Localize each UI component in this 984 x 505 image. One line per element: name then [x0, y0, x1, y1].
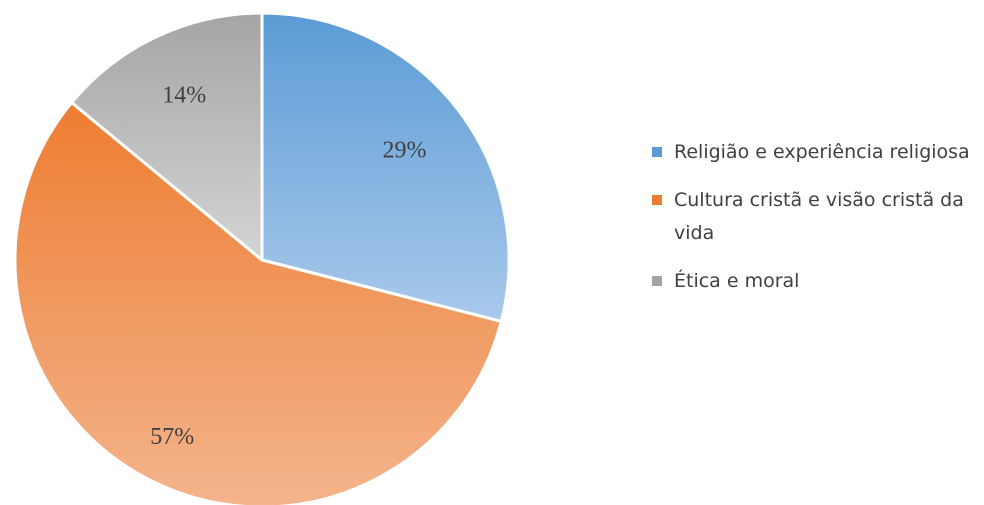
data-label-3: 14% [162, 83, 206, 109]
legend-swatch-2 [652, 195, 662, 205]
legend-label-2: Cultura cristã e visão cristã da vida [674, 189, 964, 244]
legend-label-1: Religião e experiência religiosa [674, 141, 970, 163]
chart-legend: Religião e experiência religiosa Cultura … [652, 136, 982, 313]
data-label-1: 29% [383, 138, 427, 164]
legend-swatch-1 [652, 147, 662, 157]
legend-item-2: Cultura cristã e visão cristã da vida [652, 184, 982, 250]
pie-slice-3 [70, 11, 264, 262]
legend-item-3: Ética e moral [652, 265, 982, 298]
legend-swatch-3 [652, 276, 662, 286]
legend-label-3: Ética e moral [674, 270, 800, 292]
pie-slices [13, 11, 511, 505]
pie-slice-2 [13, 101, 503, 505]
pie-data-labels: 29% 57% 14% [150, 83, 426, 451]
data-label-2: 57% [150, 424, 194, 450]
legend-item-1: Religião e experiência religiosa [652, 136, 982, 169]
pie-slice-1 [260, 11, 511, 323]
